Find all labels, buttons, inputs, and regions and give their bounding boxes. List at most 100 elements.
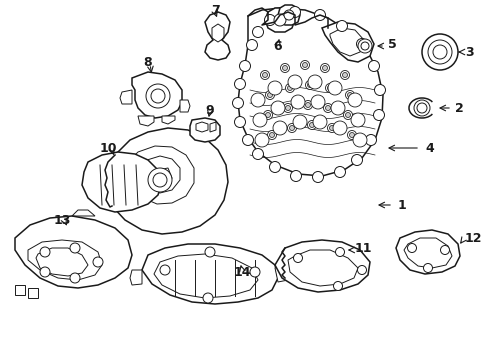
Circle shape (288, 86, 293, 90)
Circle shape (323, 104, 333, 113)
Circle shape (268, 131, 276, 140)
Circle shape (358, 39, 372, 53)
Circle shape (325, 105, 330, 111)
Circle shape (252, 149, 264, 159)
Text: 3: 3 (465, 45, 474, 59)
Text: 12: 12 (465, 231, 483, 244)
Circle shape (337, 21, 347, 32)
Circle shape (366, 135, 376, 145)
Circle shape (329, 126, 335, 131)
Polygon shape (278, 5, 300, 25)
Circle shape (286, 84, 294, 93)
Text: 1: 1 (398, 198, 407, 212)
Circle shape (253, 113, 267, 127)
Circle shape (341, 71, 349, 80)
Circle shape (305, 103, 311, 108)
Polygon shape (130, 270, 142, 285)
Polygon shape (15, 285, 25, 295)
Circle shape (345, 90, 354, 99)
Circle shape (205, 247, 215, 257)
Circle shape (284, 10, 294, 20)
Text: 2: 2 (455, 102, 464, 114)
Circle shape (305, 81, 315, 90)
Circle shape (361, 42, 369, 50)
Circle shape (252, 27, 264, 37)
Polygon shape (238, 8, 383, 176)
Circle shape (322, 66, 327, 71)
Polygon shape (138, 116, 154, 126)
Circle shape (336, 248, 344, 257)
Circle shape (347, 131, 357, 140)
Circle shape (358, 266, 367, 274)
Text: 11: 11 (355, 242, 372, 255)
Text: 6: 6 (274, 40, 282, 53)
Circle shape (293, 115, 307, 129)
Circle shape (235, 117, 245, 127)
Circle shape (333, 121, 347, 135)
Polygon shape (396, 230, 460, 274)
Circle shape (414, 100, 430, 116)
Polygon shape (28, 288, 38, 298)
Circle shape (264, 111, 272, 120)
Circle shape (313, 171, 323, 183)
Polygon shape (142, 244, 278, 304)
Circle shape (328, 81, 342, 95)
Circle shape (334, 282, 343, 291)
Circle shape (327, 123, 337, 132)
Circle shape (265, 14, 275, 26)
Polygon shape (82, 152, 162, 212)
Circle shape (271, 101, 285, 115)
Text: 9: 9 (206, 104, 214, 117)
Circle shape (331, 101, 345, 115)
Circle shape (373, 109, 385, 121)
Circle shape (93, 257, 103, 267)
Circle shape (255, 133, 269, 147)
Circle shape (308, 121, 317, 130)
Circle shape (280, 63, 290, 72)
Circle shape (232, 98, 244, 108)
Polygon shape (205, 12, 230, 60)
Circle shape (313, 115, 327, 129)
Circle shape (311, 95, 325, 109)
Circle shape (261, 71, 270, 80)
Circle shape (368, 60, 379, 72)
Text: 5: 5 (388, 37, 397, 50)
Polygon shape (120, 90, 132, 104)
Circle shape (291, 95, 305, 109)
Circle shape (327, 86, 333, 90)
Circle shape (160, 265, 170, 275)
Text: 7: 7 (211, 4, 220, 17)
Circle shape (335, 166, 345, 177)
Circle shape (433, 45, 447, 59)
Circle shape (70, 273, 80, 283)
Circle shape (146, 84, 170, 108)
Circle shape (153, 173, 167, 187)
Circle shape (291, 171, 301, 181)
Polygon shape (180, 100, 190, 112)
Circle shape (417, 103, 427, 113)
Circle shape (351, 154, 363, 166)
Polygon shape (322, 22, 374, 62)
Circle shape (428, 40, 452, 64)
Circle shape (283, 66, 288, 71)
Circle shape (343, 111, 352, 120)
Circle shape (270, 132, 274, 138)
Circle shape (320, 63, 329, 72)
Circle shape (250, 267, 260, 277)
Circle shape (243, 135, 253, 145)
Circle shape (246, 40, 258, 50)
Circle shape (348, 93, 362, 107)
Circle shape (325, 84, 335, 93)
Circle shape (240, 60, 250, 72)
Circle shape (357, 39, 368, 50)
Text: 10: 10 (99, 141, 117, 154)
Circle shape (294, 253, 302, 262)
Circle shape (303, 100, 313, 109)
Circle shape (251, 93, 265, 107)
Circle shape (263, 72, 268, 77)
Polygon shape (162, 116, 175, 124)
Circle shape (288, 123, 296, 132)
Circle shape (40, 247, 50, 257)
Circle shape (308, 82, 313, 87)
Circle shape (422, 34, 458, 70)
